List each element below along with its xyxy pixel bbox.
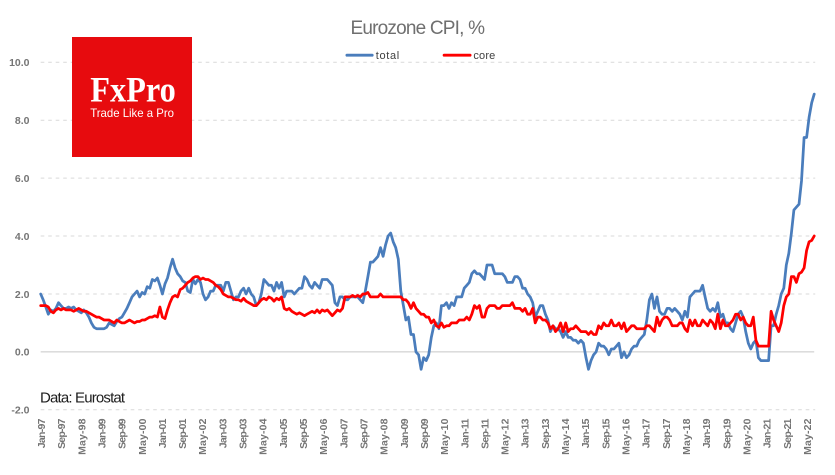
svg-text:FxPro: FxPro: [90, 70, 176, 110]
svg-text:May-04: May-04: [258, 418, 270, 455]
svg-text:Eurozone CPI, %: Eurozone CPI, %: [351, 18, 486, 39]
svg-text:May-00: May-00: [137, 418, 149, 455]
svg-text:Sep-19: Sep-19: [721, 418, 733, 449]
svg-text:Data: Eurostat: Data: Eurostat: [40, 389, 126, 406]
svg-text:2.0: 2.0: [15, 289, 30, 301]
svg-text:Jan-03: Jan-03: [217, 418, 229, 448]
svg-text:Jan-11: Jan-11: [459, 418, 471, 448]
svg-text:Sep-13: Sep-13: [540, 418, 552, 449]
svg-text:total: total: [376, 50, 399, 62]
svg-text:Jan-21: Jan-21: [762, 418, 774, 448]
svg-text:Jan-97: Jan-97: [36, 418, 48, 448]
svg-text:4.0: 4.0: [15, 231, 30, 243]
svg-text:8.0: 8.0: [15, 115, 30, 127]
svg-text:Sep-17: Sep-17: [661, 418, 673, 449]
svg-text:6.0: 6.0: [15, 173, 30, 185]
svg-text:core: core: [473, 50, 495, 62]
svg-text:Jan-07: Jan-07: [338, 418, 350, 448]
svg-text:Jan-05: Jan-05: [278, 418, 290, 448]
svg-text:Sep-07: Sep-07: [359, 418, 371, 449]
svg-text:-2.0: -2.0: [11, 405, 29, 417]
svg-text:Sep-21: Sep-21: [782, 418, 794, 449]
svg-text:May-02: May-02: [197, 418, 209, 455]
svg-text:May-12: May-12: [500, 418, 512, 455]
svg-text:May-20: May-20: [742, 418, 754, 455]
svg-text:Jan-09: Jan-09: [399, 418, 411, 448]
svg-text:May-08: May-08: [379, 418, 391, 455]
svg-text:May-98: May-98: [76, 418, 88, 455]
svg-text:May-10: May-10: [439, 418, 451, 455]
svg-text:May-22: May-22: [802, 418, 814, 455]
svg-text:Jan-13: Jan-13: [520, 418, 532, 448]
svg-text:Sep-11: Sep-11: [479, 418, 491, 449]
svg-text:May-18: May-18: [681, 418, 693, 455]
svg-text:Sep-03: Sep-03: [238, 418, 250, 449]
svg-text:10.0: 10.0: [9, 57, 30, 69]
svg-text:Sep-05: Sep-05: [298, 418, 310, 449]
svg-text:Sep-99: Sep-99: [117, 418, 129, 449]
svg-text:Jan-17: Jan-17: [641, 418, 653, 448]
svg-text:Sep-97: Sep-97: [56, 418, 68, 449]
svg-text:May-14: May-14: [560, 418, 572, 455]
svg-text:Jan-19: Jan-19: [701, 418, 713, 448]
svg-text:Jan-15: Jan-15: [580, 418, 592, 448]
svg-text:Sep-01: Sep-01: [177, 418, 189, 449]
svg-text:Jan-01: Jan-01: [157, 418, 169, 448]
svg-text:Sep-09: Sep-09: [419, 418, 431, 449]
svg-text:May-06: May-06: [318, 418, 330, 455]
svg-text:Trade Like a Pro: Trade Like a Pro: [90, 106, 174, 120]
svg-text:May-16: May-16: [621, 418, 633, 455]
svg-text:0.0: 0.0: [15, 347, 30, 359]
svg-text:Jan-99: Jan-99: [97, 418, 109, 448]
svg-text:Sep-15: Sep-15: [600, 418, 612, 449]
